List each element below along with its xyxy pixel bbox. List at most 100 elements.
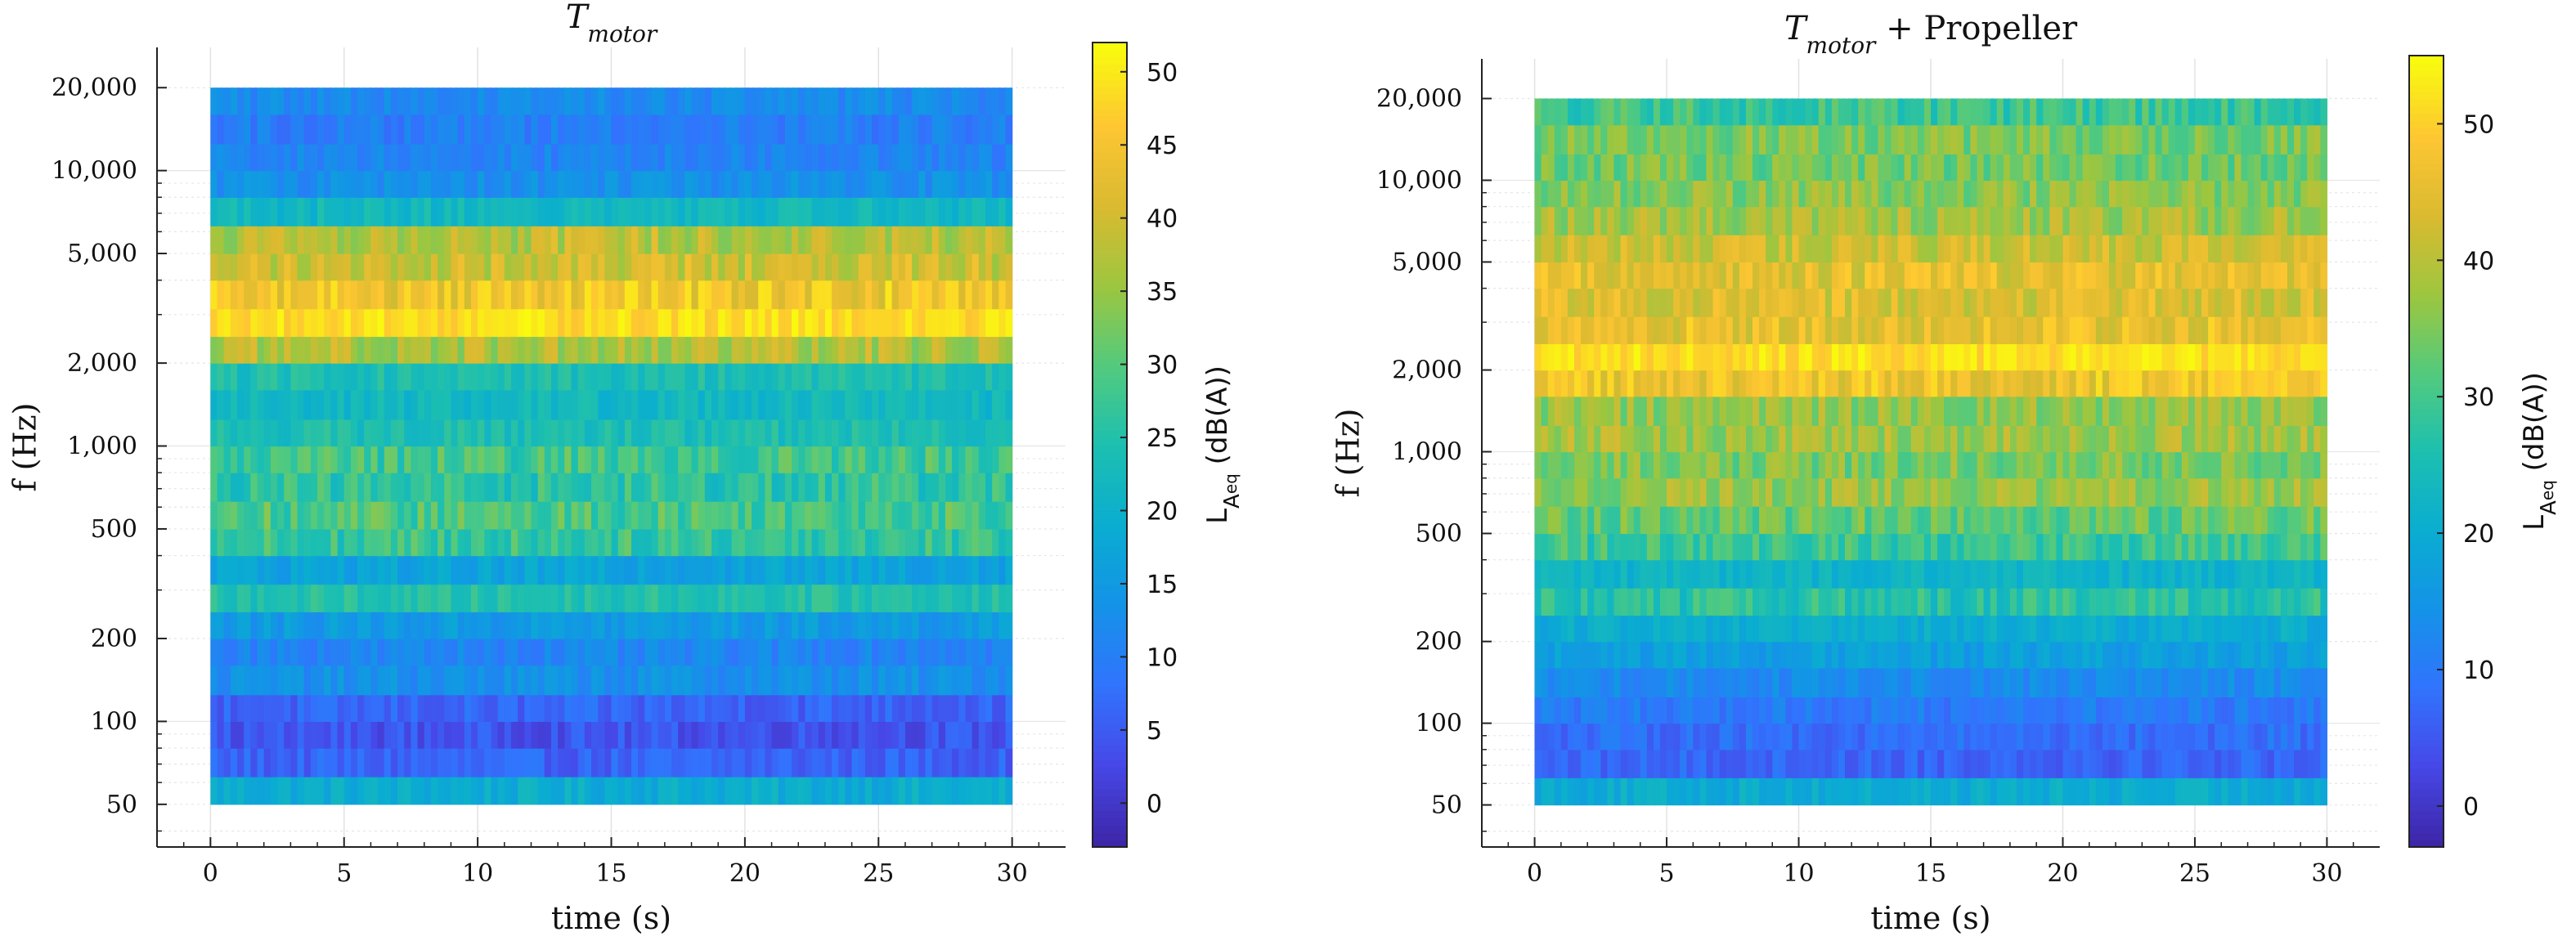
- heatmap-cell: [2300, 588, 2308, 616]
- heatmap-cell: [851, 114, 859, 145]
- heatmap-cell: [985, 748, 993, 777]
- heatmap-cell: [952, 473, 959, 502]
- heatmap-cell: [2234, 723, 2242, 751]
- heatmap-cell: [1600, 777, 1608, 806]
- heatmap-cell: [992, 253, 999, 281]
- heatmap-cell: [317, 665, 325, 696]
- heatmap-cell: [845, 555, 853, 585]
- heatmap-cell: [244, 612, 251, 639]
- heatmap-cell: [1977, 506, 1985, 535]
- heatmap-cell: [444, 665, 452, 696]
- heatmap-cell: [1686, 749, 1694, 778]
- heatmap-cell: [1910, 641, 1919, 669]
- heatmap-cell: [2089, 588, 2097, 616]
- heatmap-cell: [704, 170, 712, 198]
- heatmap-cell: [725, 584, 733, 612]
- heatmap-cell: [992, 501, 999, 530]
- heatmap-cell: [457, 389, 465, 420]
- heatmap-cell: [1944, 533, 1951, 561]
- heatmap-cell: [1884, 777, 1892, 806]
- heatmap-cell: [531, 170, 539, 198]
- heatmap-cell: [297, 253, 305, 281]
- heatmap-cell: [711, 389, 719, 420]
- heatmap-cell: [898, 170, 906, 198]
- heatmap-cell: [1739, 697, 1747, 724]
- heatmap-cell: [1878, 477, 1886, 507]
- heatmap-cell: [832, 389, 839, 420]
- heatmap-cell: [411, 253, 419, 281]
- heatmap-cell: [818, 253, 826, 281]
- heatmap-cell: [611, 446, 619, 473]
- heatmap-cell: [2095, 506, 2103, 535]
- heatmap-cell: [738, 694, 746, 723]
- heatmap-cell: [885, 389, 893, 420]
- heatmap-cell: [270, 280, 278, 310]
- heatmap-cell: [2108, 723, 2116, 751]
- heatmap-cell: [377, 336, 385, 364]
- heatmap-cell: [478, 612, 485, 639]
- heatmap-cell: [230, 555, 238, 585]
- heatmap-cell: [297, 665, 305, 696]
- heatmap-cell: [270, 87, 278, 115]
- heatmap-cell: [938, 336, 946, 364]
- heatmap-cell: [1785, 667, 1793, 698]
- heatmap-cell: [217, 777, 225, 805]
- heatmap-cell: [524, 612, 532, 639]
- heatmap-cell: [390, 114, 398, 145]
- heatmap-cell: [999, 665, 1007, 696]
- heatmap-cell: [2016, 697, 2024, 724]
- heatmap-cell: [2016, 588, 2024, 616]
- heatmap-cell: [510, 280, 518, 310]
- heatmap-cell: [784, 226, 792, 254]
- heatmap-cell: [303, 336, 312, 364]
- heatmap-cell: [678, 446, 685, 473]
- heatmap-cell: [631, 336, 639, 364]
- heatmap-cell: [999, 528, 1007, 557]
- heatmap-cell: [317, 612, 325, 639]
- heatmap-cell: [2280, 777, 2288, 806]
- heatmap-cell: [464, 308, 472, 338]
- heatmap-cell: [718, 665, 725, 696]
- heatmap-cell: [771, 87, 779, 115]
- heatmap-cell: [397, 253, 405, 281]
- heatmap-cell: [872, 143, 879, 172]
- heatmap-cell: [324, 777, 331, 805]
- heatmap-cell: [564, 665, 572, 696]
- heatmap-cell: [985, 114, 993, 145]
- heatmap-cell: [303, 143, 312, 172]
- heatmap-cell: [2307, 615, 2314, 643]
- heatmap-cell: [1772, 615, 1779, 643]
- heatmap-cell: [303, 363, 312, 391]
- heatmap-cell: [550, 694, 559, 723]
- heatmap-cell: [223, 584, 231, 612]
- heatmap-cell: [2135, 697, 2143, 724]
- heatmap-cell: [691, 363, 699, 391]
- heatmap-cell: [2009, 615, 2017, 643]
- heatmap-cell: [1811, 667, 1820, 698]
- heatmap-cell: [598, 665, 605, 696]
- heatmap-cell: [1851, 477, 1859, 507]
- heatmap-cell: [417, 473, 425, 502]
- heatmap-cell: [404, 143, 412, 172]
- heatmap-cell: [904, 308, 913, 338]
- heatmap-cell: [744, 638, 752, 666]
- heatmap-cell: [644, 721, 653, 749]
- heatmap-cell: [217, 87, 225, 115]
- heatmap-cell: [1811, 641, 1820, 669]
- heatmap-cell: [350, 528, 358, 557]
- heatmap-cell: [484, 336, 492, 364]
- heatmap-cell: [451, 665, 459, 696]
- heatmap-cell: [1646, 451, 1654, 479]
- heatmap-cell: [784, 555, 792, 585]
- heatmap-cell: [384, 280, 392, 310]
- heatmap-cell: [845, 197, 853, 226]
- heatmap-cell: [999, 87, 1007, 115]
- heatmap-cell: [904, 555, 913, 585]
- heatmap-cell: [1871, 533, 1879, 561]
- heatmap-cell: [711, 197, 719, 226]
- heatmap-cell: [858, 694, 866, 723]
- heatmap-cell: [1541, 506, 1549, 535]
- heatmap-cell: [1759, 697, 1766, 724]
- heatmap-cell: [2009, 723, 2017, 751]
- heatmap-cell: [223, 114, 231, 145]
